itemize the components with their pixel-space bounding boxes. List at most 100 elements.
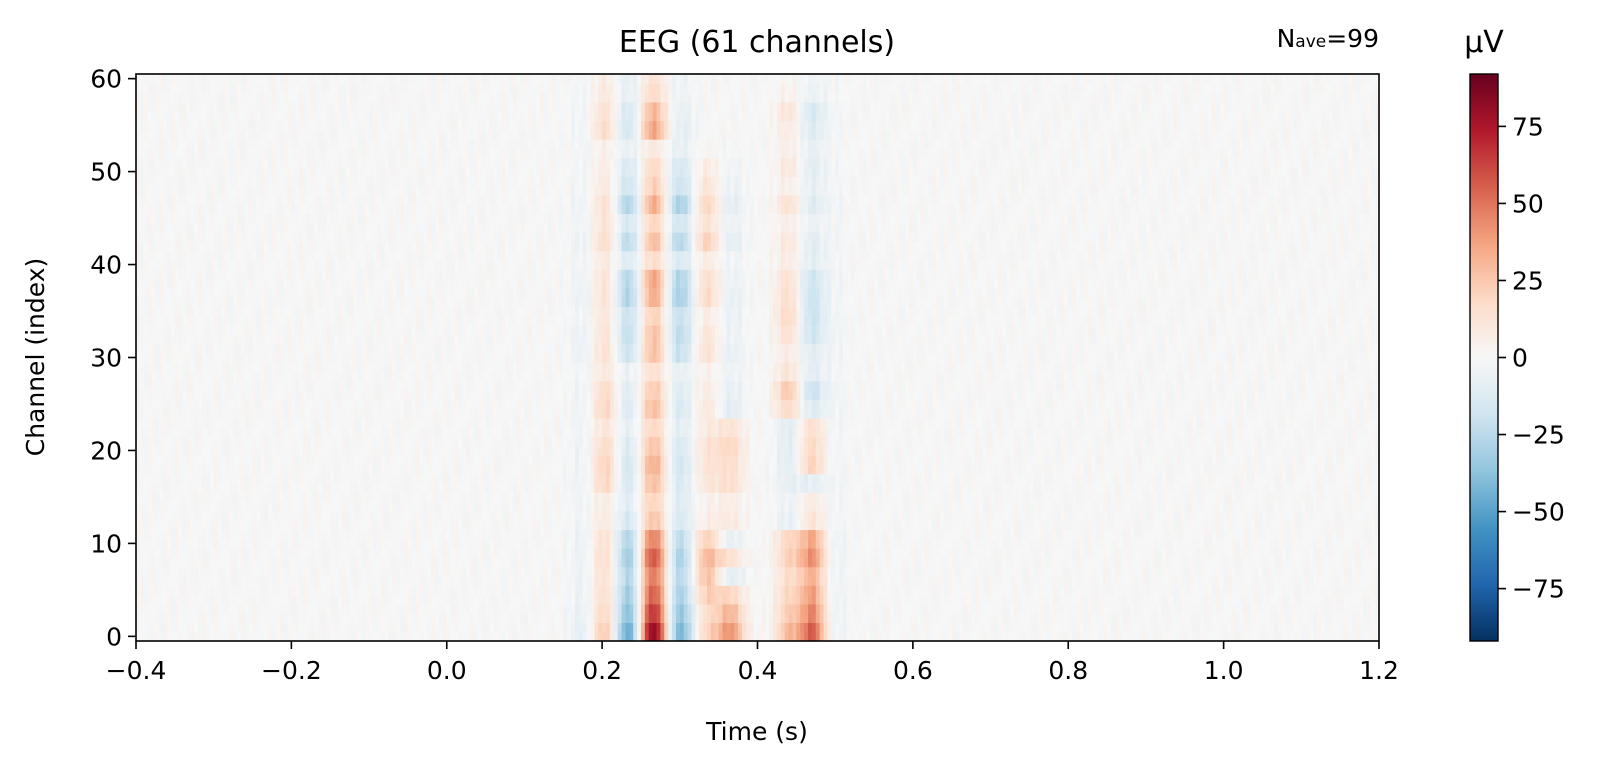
heatmap-cell (167, 585, 171, 595)
heatmap-cell (1127, 613, 1131, 623)
heatmap-cell (443, 520, 447, 530)
heatmap-cell (998, 595, 1002, 605)
heatmap-cell (719, 520, 723, 530)
heatmap-cell (1068, 622, 1072, 632)
heatmap-cell (361, 576, 365, 586)
heatmap-cell (668, 595, 672, 605)
heatmap-cell (1336, 604, 1340, 614)
heatmap-cell (1026, 604, 1030, 614)
heatmap-cell (1177, 604, 1181, 614)
heatmap-cell (435, 502, 439, 512)
heatmap-cell (1294, 595, 1298, 605)
heatmap-cell (691, 539, 695, 549)
heatmap-cell (707, 585, 711, 595)
heatmap-cell (827, 632, 831, 642)
heatmap-cell (202, 520, 206, 530)
heatmap-cell (1309, 595, 1313, 605)
heatmap-cell (707, 604, 711, 614)
heatmap-cell (455, 604, 459, 614)
heatmap-cell (249, 567, 253, 577)
heatmap-cell (1138, 622, 1142, 632)
heatmap-cell (1220, 576, 1224, 586)
heatmap-cell (307, 622, 311, 632)
heatmap-cell (882, 632, 886, 642)
heatmap-cell (1332, 557, 1336, 567)
heatmap-cell (144, 632, 148, 642)
heatmap-cell (1278, 576, 1282, 586)
heatmap-cell (482, 585, 486, 595)
heatmap-cell (470, 511, 474, 521)
heatmap-cell (773, 511, 777, 521)
heatmap-cell (474, 622, 478, 632)
heatmap-cell (660, 632, 664, 642)
heatmap-cell (1010, 632, 1014, 642)
heatmap-cell (202, 567, 206, 577)
heatmap-cell (998, 529, 1002, 539)
heatmap-cell (1208, 539, 1212, 549)
heatmap-cell (862, 622, 866, 632)
heatmap-cell (792, 595, 796, 605)
heatmap-cell (1329, 539, 1333, 549)
heatmap-cell (1165, 595, 1169, 605)
heatmap-cell (268, 632, 272, 642)
heatmap-cell (750, 492, 754, 502)
heatmap-cell (319, 567, 323, 577)
heatmap-cell (723, 632, 727, 642)
heatmap-cell (140, 567, 144, 577)
heatmap-cell (385, 632, 389, 642)
heatmap-cell (1348, 632, 1352, 642)
heatmap-cell (847, 557, 851, 567)
heatmap-cell (1014, 567, 1018, 577)
heatmap-cell (649, 548, 653, 558)
heatmap-cell (423, 567, 427, 577)
heatmap-cell (1356, 585, 1360, 595)
heatmap-cell (994, 529, 998, 539)
heatmap-cell (723, 604, 727, 614)
heatmap-cell (971, 511, 975, 521)
heatmap-cell (851, 492, 855, 502)
heatmap-cell (1006, 613, 1010, 623)
heatmap-cell (334, 632, 338, 642)
heatmap-cell (688, 548, 692, 558)
heatmap-cell (385, 622, 389, 632)
heatmap-cell (536, 539, 540, 549)
heatmap-cell (346, 613, 350, 623)
heatmap-cell (206, 548, 210, 558)
heatmap-cell (435, 492, 439, 502)
heatmap-cell (311, 520, 315, 530)
heatmap-cell (1340, 502, 1344, 512)
heatmap-cell (1344, 567, 1348, 577)
heatmap-cell (1080, 585, 1084, 595)
heatmap-cell (967, 585, 971, 595)
heatmap-cell (330, 520, 334, 530)
heatmap-cell (1255, 511, 1259, 521)
heatmap-cell (668, 539, 672, 549)
heatmap-cell (451, 502, 455, 512)
heatmap-cell (175, 548, 179, 558)
heatmap-cell (579, 492, 583, 502)
heatmap-cell (377, 520, 381, 530)
heatmap-cell (796, 585, 800, 595)
heatmap-cell (1084, 576, 1088, 586)
heatmap-cell (330, 567, 334, 577)
heatmap-cell (991, 595, 995, 605)
heatmap-cell (785, 539, 789, 549)
heatmap-cell (583, 520, 587, 530)
heatmap-cell (575, 632, 579, 642)
heatmap-cell (622, 585, 626, 595)
heatmap-cell (590, 613, 594, 623)
heatmap-cell (1014, 557, 1018, 567)
heatmap-cell (1029, 511, 1033, 521)
heatmap-cell (975, 539, 979, 549)
heatmap-cell (233, 632, 237, 642)
heatmap-cell (513, 520, 517, 530)
heatmap-cell (439, 604, 443, 614)
heatmap-cell (691, 511, 695, 521)
heatmap-cell (1313, 529, 1317, 539)
heatmap-cell (501, 622, 505, 632)
heatmap-cell (715, 520, 719, 530)
heatmap-cell (777, 502, 781, 512)
heatmap-cell (633, 595, 637, 605)
heatmap-cell (1340, 520, 1344, 530)
heatmap-cell (1189, 604, 1193, 614)
